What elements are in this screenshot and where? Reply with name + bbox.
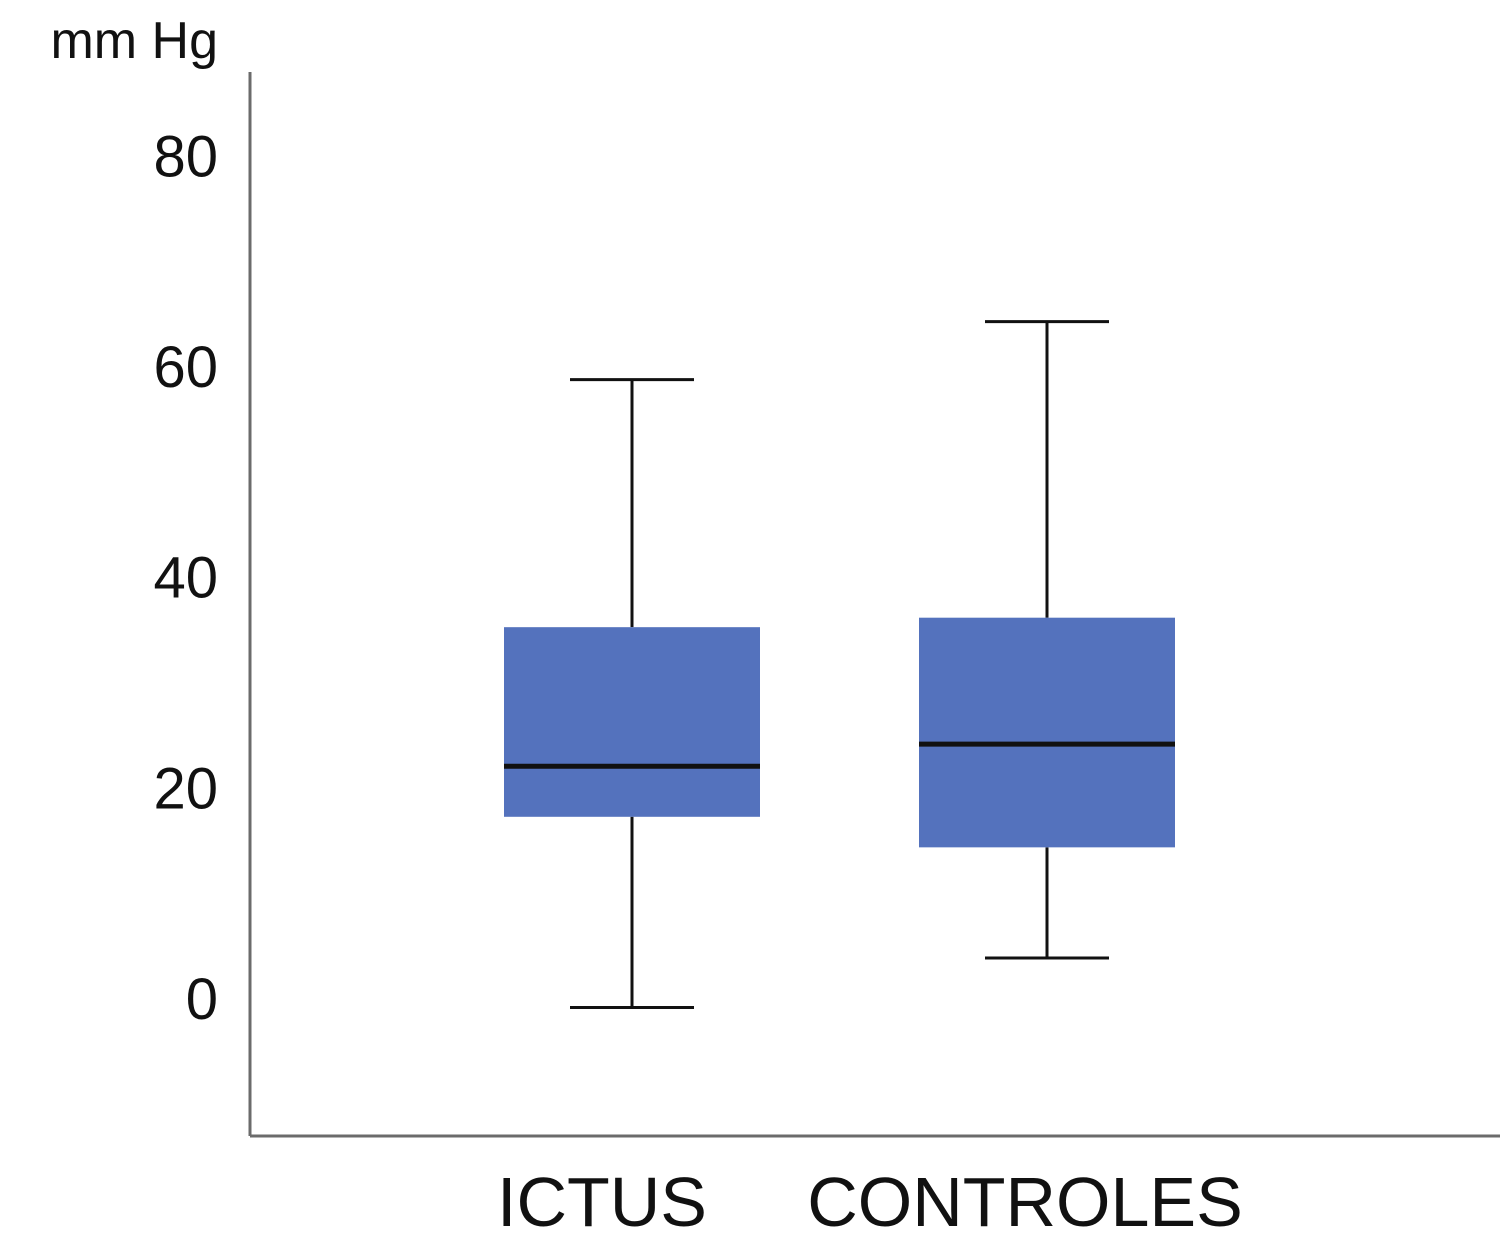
category-labels: ICTUS CONTROLES [497,1163,1243,1241]
y-tick-label: 0 [186,967,218,1032]
iqr-box [504,627,760,817]
category-label-ictus: ICTUS [497,1163,707,1241]
y-axis-unit-label: mm Hg [50,12,218,70]
box-group-controles [919,320,1175,960]
y-tick-label: 80 [153,124,218,189]
y-tick-labels: 0 20 40 60 80 [153,124,218,1032]
boxes-group [504,320,1175,1009]
category-label-controles: CONTROLES [807,1163,1243,1241]
box-group-ictus [504,378,760,1009]
y-tick-label: 20 [153,756,218,821]
iqr-box [919,617,1175,848]
y-tick-label: 40 [153,546,218,611]
y-tick-label: 60 [153,335,218,400]
